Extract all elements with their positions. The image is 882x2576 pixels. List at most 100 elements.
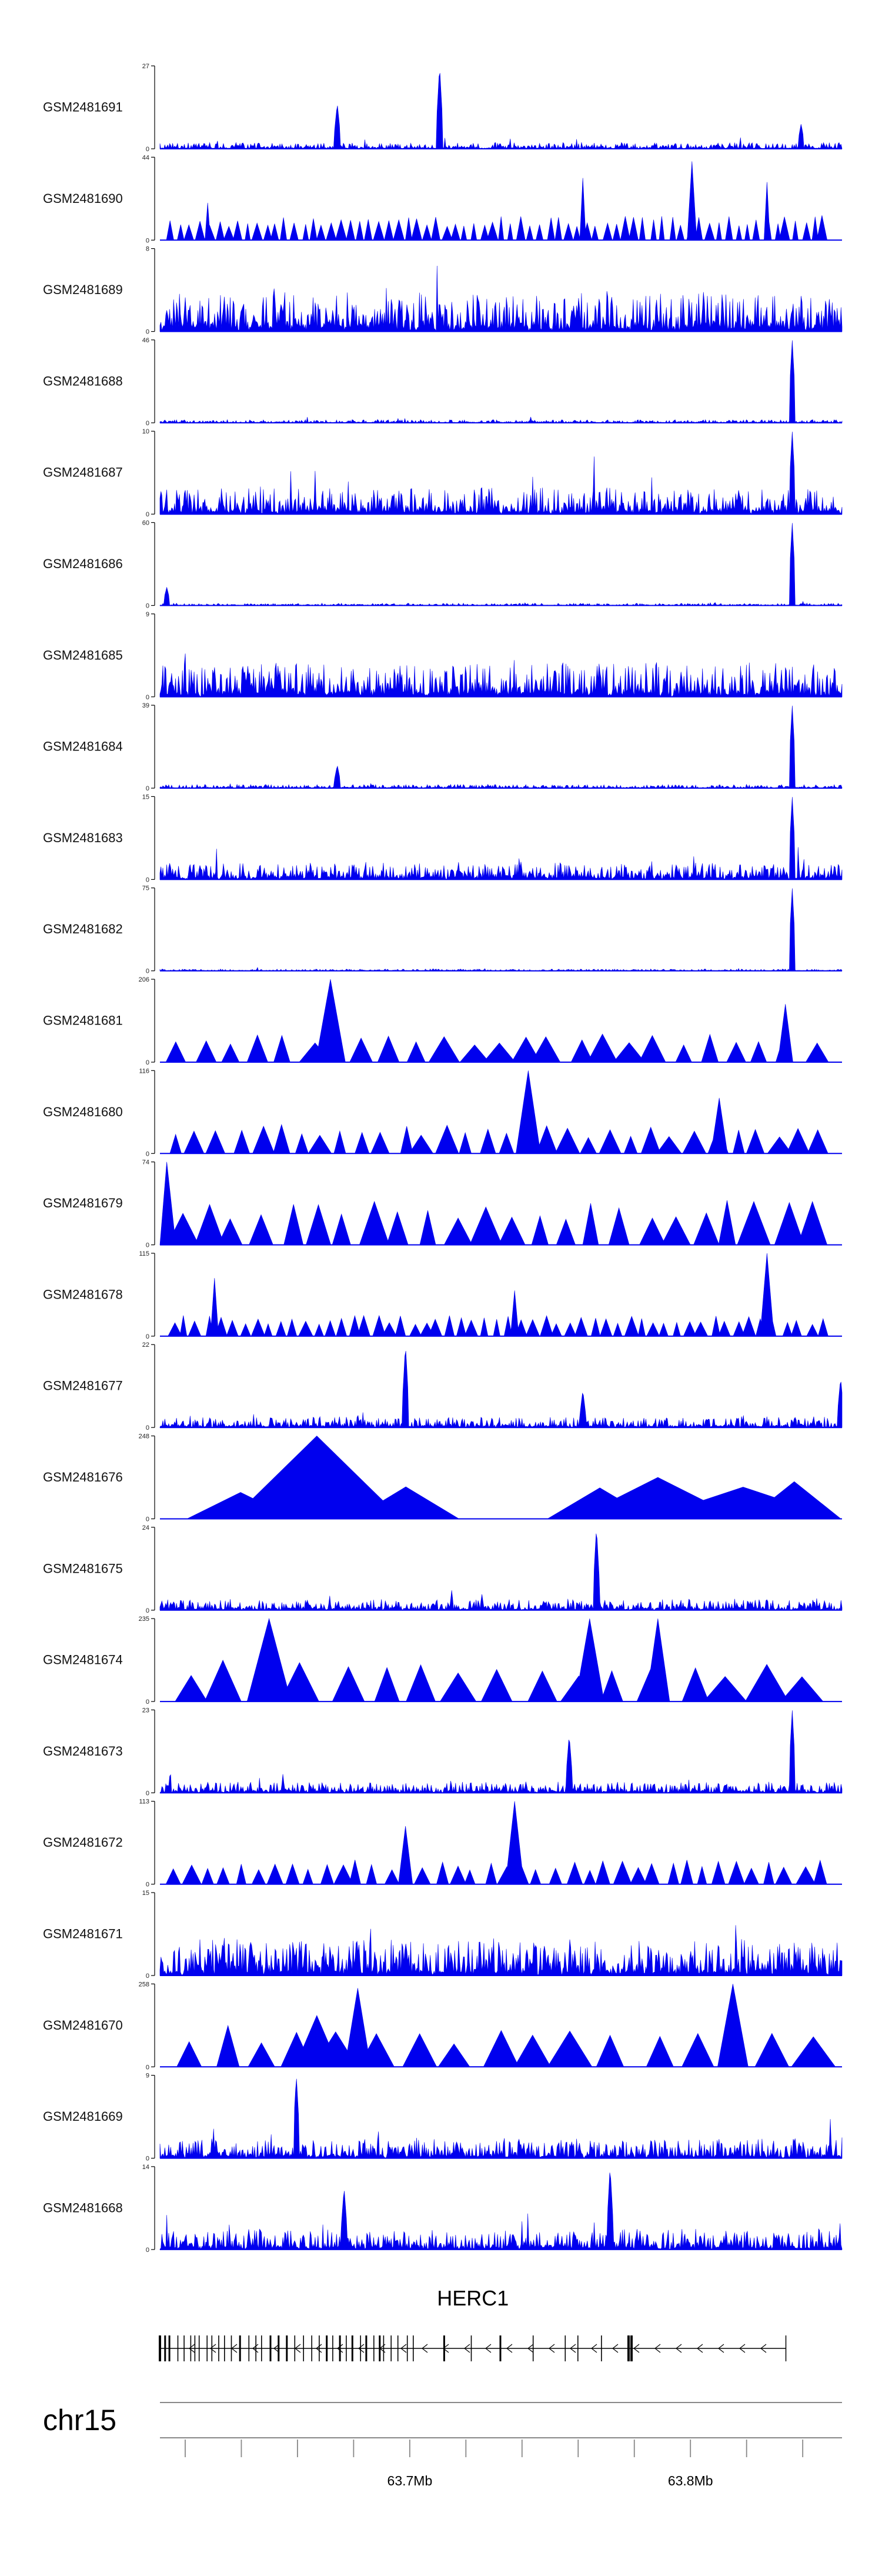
track-GSM2481684: GSM2481684 39 0: [43, 702, 843, 792]
y-max-label: 46: [142, 337, 149, 344]
coordinate-tick-label: 63.8Mb: [668, 2473, 713, 2488]
exon: [413, 2335, 414, 2361]
track-GSM2481668: GSM2481668 14 0: [43, 2164, 843, 2254]
signal-area: [160, 1436, 842, 1519]
signal-area: [160, 161, 842, 241]
y-zero-label: 0: [146, 1516, 149, 1523]
exon: [319, 2335, 320, 2361]
y-zero-label: 0: [146, 2155, 149, 2163]
exon: [332, 2335, 333, 2361]
y-zero-label: 0: [146, 1424, 149, 1432]
exon: [532, 2335, 534, 2361]
signal-area: [159, 653, 843, 698]
y-max-label: 235: [139, 1616, 149, 1623]
sample-label: GSM2481672: [43, 1835, 123, 1850]
y-zero-label: 0: [146, 694, 149, 701]
track-GSM2481682: GSM2481682 75 0: [43, 885, 843, 975]
exon: [194, 2335, 196, 2361]
signal-area: [159, 797, 843, 880]
track-GSM2481671: GSM2481671 15 0: [43, 1890, 843, 1980]
exon: [177, 2335, 179, 2361]
exon: [218, 2335, 219, 2361]
signal-area: [160, 979, 842, 1063]
exon: [183, 2335, 185, 2361]
strand-chevron: [210, 2344, 216, 2353]
exon: [373, 2335, 375, 2361]
sample-label: GSM2481681: [43, 1013, 123, 1028]
y-max-label: 24: [142, 1524, 149, 1531]
y-max-label: 60: [142, 520, 149, 527]
strand-chevron: [527, 2344, 534, 2353]
strand-chevron: [654, 2344, 661, 2353]
sample-label: GSM2481690: [43, 191, 123, 206]
strand-chevron: [760, 2344, 767, 2353]
exon: [630, 2335, 633, 2361]
signal-area: [159, 2078, 843, 2159]
sample-label: GSM2481682: [43, 922, 123, 936]
exon: [211, 2335, 213, 2361]
y-zero-label: 0: [146, 1790, 149, 1797]
signal-area: [159, 888, 843, 972]
y-zero-label: 0: [146, 1607, 149, 1614]
sample-label: GSM2481686: [43, 556, 123, 571]
sample-label: GSM2481691: [43, 100, 123, 115]
sample-label: GSM2481684: [43, 739, 123, 754]
strand-chevron: [443, 2344, 449, 2353]
exon: [406, 2335, 408, 2361]
y-max-label: 75: [142, 885, 149, 892]
track-GSM2481669: GSM2481669 9 0: [43, 2073, 843, 2163]
exon: [383, 2335, 385, 2361]
y-max-label: 258: [139, 1981, 149, 1988]
exon: [564, 2335, 566, 2361]
signal-area: [159, 265, 843, 332]
exon: [346, 2335, 347, 2361]
track-GSM2481672: GSM2481672 113 0: [43, 1798, 842, 1888]
strand-chevron: [337, 2344, 343, 2353]
sample-label: GSM2481675: [43, 1561, 123, 1576]
y-zero-label: 0: [146, 968, 149, 975]
y-max-label: 206: [139, 976, 149, 983]
signal-area: [160, 1617, 842, 1702]
track-GSM2481681: GSM2481681 206 0: [43, 976, 842, 1066]
strand-chevron: [273, 2344, 280, 2353]
track-GSM2481685: GSM2481685 9 0: [43, 611, 843, 701]
signal-tracks: GSM2481691270GSM2481690440GSM248168980GS…: [43, 63, 843, 2254]
exon: [311, 2335, 312, 2361]
signal-area: [160, 1984, 842, 2067]
y-zero-label: 0: [146, 420, 149, 427]
track-GSM2481689: GSM2481689 8 0: [43, 246, 843, 336]
strand-chevron: [633, 2344, 640, 2353]
track-GSM2481674: GSM2481674 235 0: [43, 1616, 842, 1706]
exon: [286, 2335, 288, 2361]
exon: [360, 2335, 361, 2361]
y-zero-label: 0: [146, 1150, 149, 1157]
y-zero-label: 0: [146, 2247, 149, 2254]
exon: [390, 2335, 392, 2361]
exon: [198, 2335, 200, 2361]
strand-chevron: [464, 2344, 470, 2353]
signal-area: [159, 1925, 843, 1976]
y-max-label: 15: [142, 793, 149, 800]
sample-label: GSM2481680: [43, 1105, 123, 1119]
exon: [269, 2335, 272, 2361]
sample-label: GSM2481670: [43, 2018, 123, 2033]
strand-chevron: [379, 2344, 386, 2353]
sample-label: GSM2481687: [43, 465, 123, 480]
y-max-label: 74: [142, 1159, 149, 1166]
strand-chevron: [358, 2344, 365, 2353]
exon: [470, 2335, 472, 2361]
track-GSM2481678: GSM2481678 115 0: [43, 1250, 842, 1340]
coordinate-tick-label: 63.7Mb: [387, 2473, 433, 2488]
exon: [190, 2335, 192, 2361]
track-GSM2481677: GSM2481677 22 0: [43, 1342, 843, 1432]
signal-area: [159, 2173, 843, 2250]
exon: [365, 2335, 368, 2361]
strand-chevron: [252, 2344, 259, 2353]
exon: [255, 2335, 256, 2361]
y-max-label: 9: [146, 2073, 149, 2080]
exon: [326, 2335, 328, 2361]
signal-area: [159, 523, 843, 606]
y-zero-label: 0: [146, 603, 149, 610]
y-max-label: 23: [142, 1707, 149, 1714]
y-zero-label: 0: [146, 237, 149, 244]
